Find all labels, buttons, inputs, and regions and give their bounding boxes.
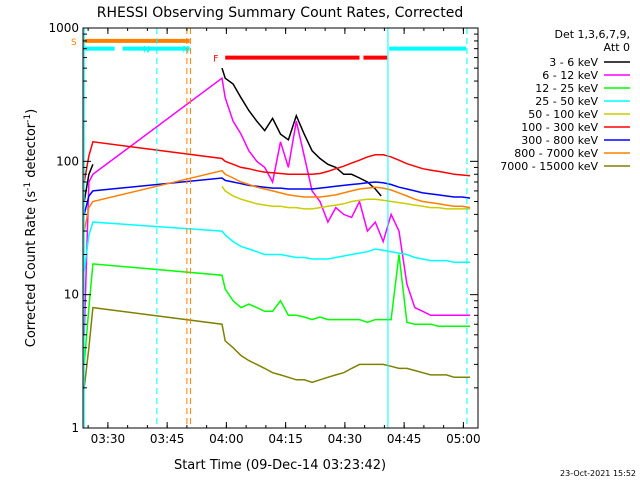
y-axis-label-main: Corrected Count Rate (s bbox=[24, 191, 39, 348]
series-line bbox=[83, 140, 471, 183]
vertical-markers-layer bbox=[83, 28, 468, 428]
y-tick-label: 1 bbox=[71, 421, 79, 435]
x-tick-label: 03:30 bbox=[91, 432, 126, 446]
legend-entry-label: 3 - 6 keV bbox=[549, 56, 598, 69]
series-line bbox=[83, 169, 471, 232]
y-axis-label-exponent: -1 bbox=[23, 114, 33, 123]
series-line bbox=[83, 254, 471, 365]
y-axis-label-middle: detector bbox=[24, 122, 39, 182]
legend-entry-label: 100 - 300 keV bbox=[521, 121, 598, 134]
x-tick-label: 04:00 bbox=[209, 432, 244, 446]
y-tick-label: 10 bbox=[64, 288, 79, 302]
state-bar-label: S bbox=[71, 38, 77, 48]
x-tick-label: 04:30 bbox=[328, 432, 363, 446]
axis-layer: 03:30 03:45 04:00 04:15 04:30 04:45 05:00 1 10 10… bbox=[48, 21, 480, 446]
legend-entry-label: 300 - 800 keV bbox=[521, 134, 598, 147]
state-bar-label: F bbox=[213, 55, 218, 65]
series-line bbox=[83, 67, 382, 202]
series-line bbox=[221, 185, 471, 210]
y-axis-label-exponent: -1 bbox=[23, 182, 33, 191]
x-tick-label: 04:45 bbox=[387, 432, 422, 446]
x-tick-label: 03:45 bbox=[150, 432, 185, 446]
plot-frame bbox=[82, 27, 479, 429]
series-line bbox=[83, 177, 471, 215]
series-line bbox=[83, 306, 471, 388]
chart-title: RHESSI Observing Summary Count Rates, Co… bbox=[97, 5, 463, 21]
legend-header-line: Att 0 bbox=[604, 41, 630, 54]
series-line bbox=[83, 76, 471, 335]
legend-header-line: Det 1,3,6,7,9, bbox=[554, 28, 630, 41]
x-tick-label: 04:15 bbox=[268, 432, 303, 446]
y-axis-label-close: ) bbox=[24, 109, 39, 114]
series-layer bbox=[83, 67, 471, 388]
legend-entry-label: 800 - 7000 keV bbox=[514, 147, 598, 160]
legend-entry-label: 25 - 50 keV bbox=[535, 95, 598, 108]
series-line bbox=[83, 221, 471, 272]
state-bars-layer: SNNF bbox=[71, 38, 467, 65]
footer-timestamp: 23-Oct-2021 15:52 bbox=[560, 469, 636, 478]
legend-entry-label: 6 - 12 keV bbox=[542, 69, 598, 82]
legend-entry-label: 50 - 100 keV bbox=[528, 108, 598, 121]
x-tick-label: 05:00 bbox=[446, 432, 481, 446]
state-bar-label: N bbox=[183, 46, 190, 56]
y-axis-label: Corrected Count Rate (s-1 detector-1) bbox=[23, 109, 39, 347]
legend-entry-label: 7000 - 15000 keV bbox=[500, 160, 598, 173]
x-axis-label: Start Time (09-Dec-14 03:23:42) bbox=[174, 458, 386, 473]
y-tick-label: 100 bbox=[56, 154, 79, 168]
y-tick-label: 1000 bbox=[48, 21, 79, 35]
legend-entry-label: 12 - 25 keV bbox=[535, 82, 598, 95]
